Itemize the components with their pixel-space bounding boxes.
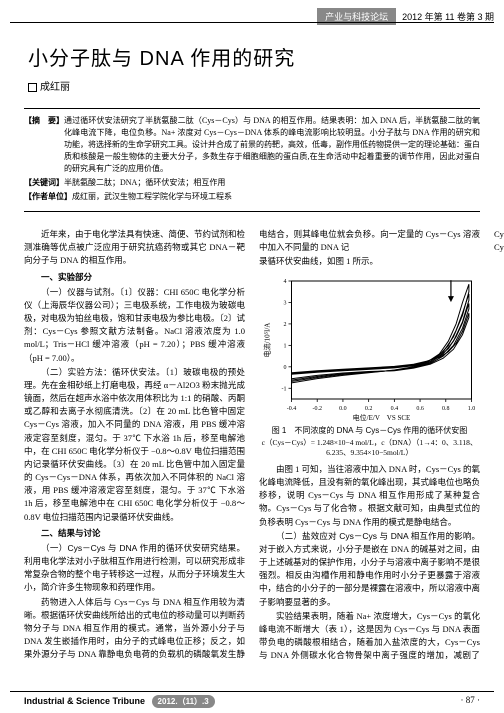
svg-text:4: 4: [284, 279, 287, 285]
affiliation-label: 【作者单位】: [24, 191, 72, 203]
footer-page: · 87 ·: [461, 695, 481, 705]
svg-text:0.0: 0.0: [339, 406, 347, 412]
header-rule: [10, 22, 494, 23]
footer-badge: 2012.（11）.3: [152, 695, 215, 708]
author-line: 成红丽: [28, 78, 70, 93]
svg-text:1.0: 1.0: [468, 406, 476, 412]
footer-journal: Industrial & Science Tribune 2012.（11）.3: [24, 695, 215, 708]
footer-rule: [10, 691, 494, 692]
author-name: 成红丽: [40, 82, 70, 93]
keywords-label: 【关键词】: [24, 177, 64, 189]
figure-1-subcaption: c（Cys－Cys）= 1.248×10−4 mol/L，c（DNA）（1→4：…: [259, 438, 480, 459]
keywords-text: 半胱氨酸二肽；DNA；循环伏安法；相互作用: [64, 177, 480, 189]
svg-text:0: 0: [284, 364, 287, 370]
svg-text:3: 3: [284, 300, 287, 306]
after-chart-p2: （二）盐效应对 Cys－Cys 与 DNA 相互作用的影响。对于嵌入方式来说，小…: [259, 530, 480, 609]
svg-text:-0.4: -0.4: [287, 406, 297, 412]
svg-text:-0.2: -0.2: [312, 406, 322, 412]
svg-text:0.6: 0.6: [416, 406, 424, 412]
body-columns: 近年来，由于电化学法具有快速、简便、节约试剂和检测准确等优点被广泛应用于研究抗癌…: [24, 228, 480, 685]
svg-text:0.4: 0.4: [391, 406, 399, 412]
cv-chart-svg: -0.4 -0.2 0.0 0.2 0.4 0.6 0.8 1.0 -1 0 1 2 3 4 电位/E/V …: [259, 273, 480, 423]
abstract-label: 【摘 要】: [24, 115, 64, 175]
intro-para: 近年来，由于电化学法具有快速、简便、节约试剂和检测准确等优点被广泛应用于研究抗癌…: [24, 228, 245, 268]
abstract-block: 【摘 要】 通过循环伏安法研究了半胱氨酸二肽（Cys－Cys）与 DNA 的相互…: [24, 108, 480, 212]
after-chart-p1: 由图 1 可知，当往溶液中加入 DNA 时，Cys－Cys 的氧化峰电流降低，且…: [259, 463, 480, 529]
sec2-p1: （一）Cys－Cys 与 DNA 作用的循环伏安研究结果。利用电化学法对小子肽相…: [24, 542, 245, 595]
svg-text:电流/10⁵I/A: 电流/10⁵I/A: [263, 322, 272, 357]
abstract-text: 通过循环伏安法研究了半胱氨酸二肽（Cys－Cys）与 DNA 的相互作用。结果表…: [64, 115, 480, 175]
svg-text:-1: -1: [282, 386, 287, 392]
svg-text:0.8: 0.8: [442, 406, 450, 412]
author-box-icon: [28, 83, 37, 92]
svg-text:0.2: 0.2: [365, 406, 373, 412]
svg-text:2: 2: [284, 321, 287, 327]
figure-1-caption: 图 1 不同浓度的 DNA 与 Cys－Cys 作用的循环伏安图: [259, 425, 480, 437]
svg-text:电位/E/V VS SCE: 电位/E/V VS SCE: [353, 413, 411, 422]
sec1-p1: （一）仪器与试剂。〔1〕仪器：CHI 650C 电化学分析仪（上海辰华仪器公司）…: [24, 286, 245, 365]
section-2-head: 二、结果与讨论: [24, 527, 245, 540]
figure-1: -0.4 -0.2 0.0 0.2 0.4 0.6 0.8 1.0 -1 0 1 2 3 4 电位/E/V …: [259, 273, 480, 459]
section-1-head: 一、实验部分: [24, 271, 245, 284]
sec2-p3: 录循环伏安曲线，如图 1 所示。: [259, 255, 480, 268]
footer: Industrial & Science Tribune 2012.（11）.3…: [0, 691, 504, 707]
sec1-p2: （二）实验方法：循环伏安法。〔1〕玻碳电极的预处理。先在金相砂纸上打磨电极，再经…: [24, 366, 245, 524]
article-title: 小分子肽与 DNA 作用的研究: [28, 42, 295, 71]
svg-text:1: 1: [284, 343, 287, 349]
affiliation-text: 成红丽，武汉生物工程学院化学与环境工程系: [72, 191, 480, 203]
